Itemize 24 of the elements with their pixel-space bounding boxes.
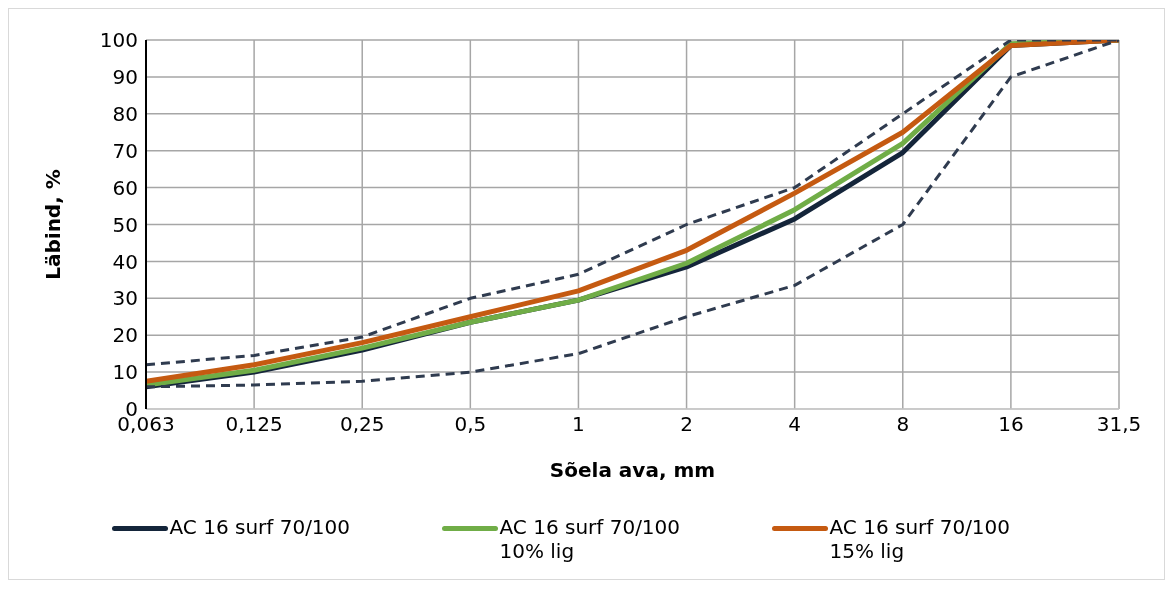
x-tick-label: 1 bbox=[572, 412, 585, 437]
y-tick-label: 50 bbox=[112, 212, 138, 237]
x-tick-label: 16 bbox=[998, 412, 1024, 437]
y-tick-label: 30 bbox=[112, 286, 138, 311]
y-tick-label: 70 bbox=[112, 138, 138, 163]
x-tick-label: 0,125 bbox=[225, 412, 283, 437]
y-tick-label: 80 bbox=[112, 101, 138, 126]
y-tick-label: 40 bbox=[112, 249, 138, 274]
x-tick-label: 4 bbox=[788, 412, 802, 437]
x-tick-label: 0,5 bbox=[454, 412, 487, 437]
x-tick-label: 31,5 bbox=[1096, 412, 1142, 437]
x-axis-title: Sõela ava, mm bbox=[549, 458, 716, 482]
x-tick-label: 8 bbox=[896, 412, 910, 437]
y-tick-label: 20 bbox=[112, 323, 138, 348]
x-tick-label: 0,25 bbox=[339, 412, 385, 437]
legend-label: AC 16 surf 70/100 bbox=[169, 515, 352, 539]
y-tick-label: 10 bbox=[112, 360, 138, 385]
x-tick-label: 2 bbox=[680, 412, 693, 437]
y-tick-label: 100 bbox=[99, 28, 138, 53]
legend-label: AC 16 surf 70/100 10% lig bbox=[499, 515, 682, 563]
legend-label: AC 16 surf 70/100 15% lig bbox=[829, 515, 1012, 563]
y-tick-label: 60 bbox=[112, 175, 138, 200]
y-axis-title: Läbind, % bbox=[41, 169, 66, 280]
y-tick-label: 90 bbox=[112, 65, 138, 89]
